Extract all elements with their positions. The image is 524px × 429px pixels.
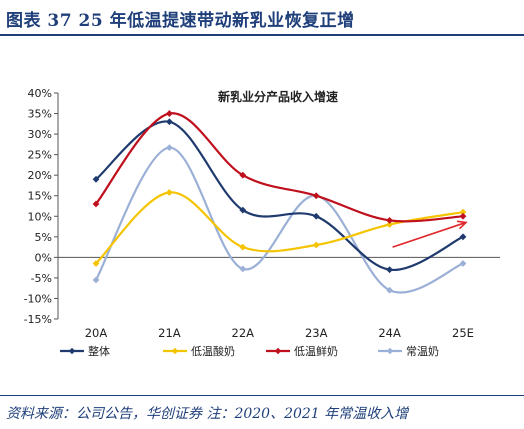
data-point [239, 206, 247, 214]
x-tick-label: 25E [452, 326, 474, 340]
y-tick-label: -15% [24, 313, 52, 326]
legend-item: 低温鲜奶 [266, 344, 338, 358]
annotation-layer [392, 220, 468, 248]
x-tick-label: 24A [378, 326, 401, 340]
y-tick-label: 10% [28, 210, 52, 223]
figure-footer: 资料来源：公司公告，华创证券 注：2020、2021 年常温收入增 [0, 395, 524, 429]
y-tick-label: -10% [24, 292, 52, 305]
axes: -15% -10% -5% 0% 5% 10% 15% 20% 25% 30% 35% 40% 20A 2… [24, 87, 500, 340]
data-point [166, 118, 173, 126]
trend-arrow-shaft [392, 221, 467, 248]
series-4 [92, 144, 467, 294]
legend-item: 低温酸奶 [163, 344, 235, 358]
footer-divider [0, 395, 524, 396]
data-point [459, 212, 467, 220]
series-line [95, 120, 464, 271]
x-tick-label: 20A [85, 326, 108, 340]
legend: 整体 低温酸奶 低温鲜奶 常温奶 [60, 344, 439, 358]
y-tick-label: -5% [31, 272, 52, 285]
y-tick-label: 5% [35, 231, 52, 244]
y-tick-label: 30% [28, 128, 52, 141]
legend-item: 常温奶 [378, 344, 439, 358]
data-point [386, 286, 393, 294]
x-tick-label: 23A [305, 326, 328, 340]
legend-label: 整体 [88, 344, 110, 358]
data-point [459, 233, 467, 241]
data-point [312, 212, 320, 220]
header-divider [0, 34, 524, 36]
legend-label: 低温酸奶 [191, 344, 235, 358]
data-point [92, 175, 100, 183]
series-3 [92, 110, 467, 224]
series-line [95, 112, 464, 223]
data-point [459, 260, 467, 267]
series-1 [92, 118, 467, 274]
series-layer [92, 110, 467, 294]
x-tick-label: 21A [158, 326, 181, 340]
y-tick-label: 20% [28, 169, 52, 182]
legend-swatch-marker [171, 347, 179, 355]
data-point [386, 221, 393, 228]
chart-title: 新乳业分产品收入增速 [218, 89, 338, 104]
figure-header: 图表 37 25 年低温提速带动新乳业恢复正增 [0, 0, 524, 38]
data-point [312, 241, 320, 249]
series-2 [92, 189, 467, 267]
data-point [386, 266, 393, 274]
legend-swatch-marker [386, 347, 394, 355]
data-point [459, 208, 467, 216]
data-point [312, 192, 320, 200]
y-tick-label: 0% [35, 251, 52, 264]
line-chart: 新乳业分产品收入增速 -15% -10% -5% 0% 5% 10% 15% 20% 25% 30… [24, 87, 500, 358]
data-point [92, 276, 100, 284]
y-tick-label: 15% [28, 190, 52, 203]
figure-title: 图表 37 25 年低温提速带动新乳业恢复正增 [6, 11, 355, 31]
data-point [386, 216, 393, 224]
data-point [239, 243, 247, 251]
data-point [239, 265, 247, 273]
trend-arrow-head [456, 220, 468, 230]
legend-swatch-marker [274, 347, 282, 355]
data-point [166, 110, 173, 117]
data-point [166, 144, 173, 152]
data-point [92, 260, 100, 267]
legend-item: 整体 [60, 344, 110, 358]
legend-label: 常温奶 [406, 344, 439, 358]
series-line [95, 191, 464, 265]
data-point [166, 189, 173, 196]
y-tick-label: 25% [28, 149, 52, 162]
legend-label: 低温鲜奶 [294, 344, 338, 358]
y-tick-label: 40% [28, 87, 52, 100]
source-note: 资料来源：公司公告，华创证券 注：2020、2021 年常温收入增 [6, 406, 409, 422]
legend-swatch-marker [68, 347, 76, 355]
x-tick-label: 22A [232, 326, 255, 340]
data-point [239, 171, 247, 179]
data-point [92, 200, 100, 208]
y-tick-label: 35% [28, 108, 52, 121]
